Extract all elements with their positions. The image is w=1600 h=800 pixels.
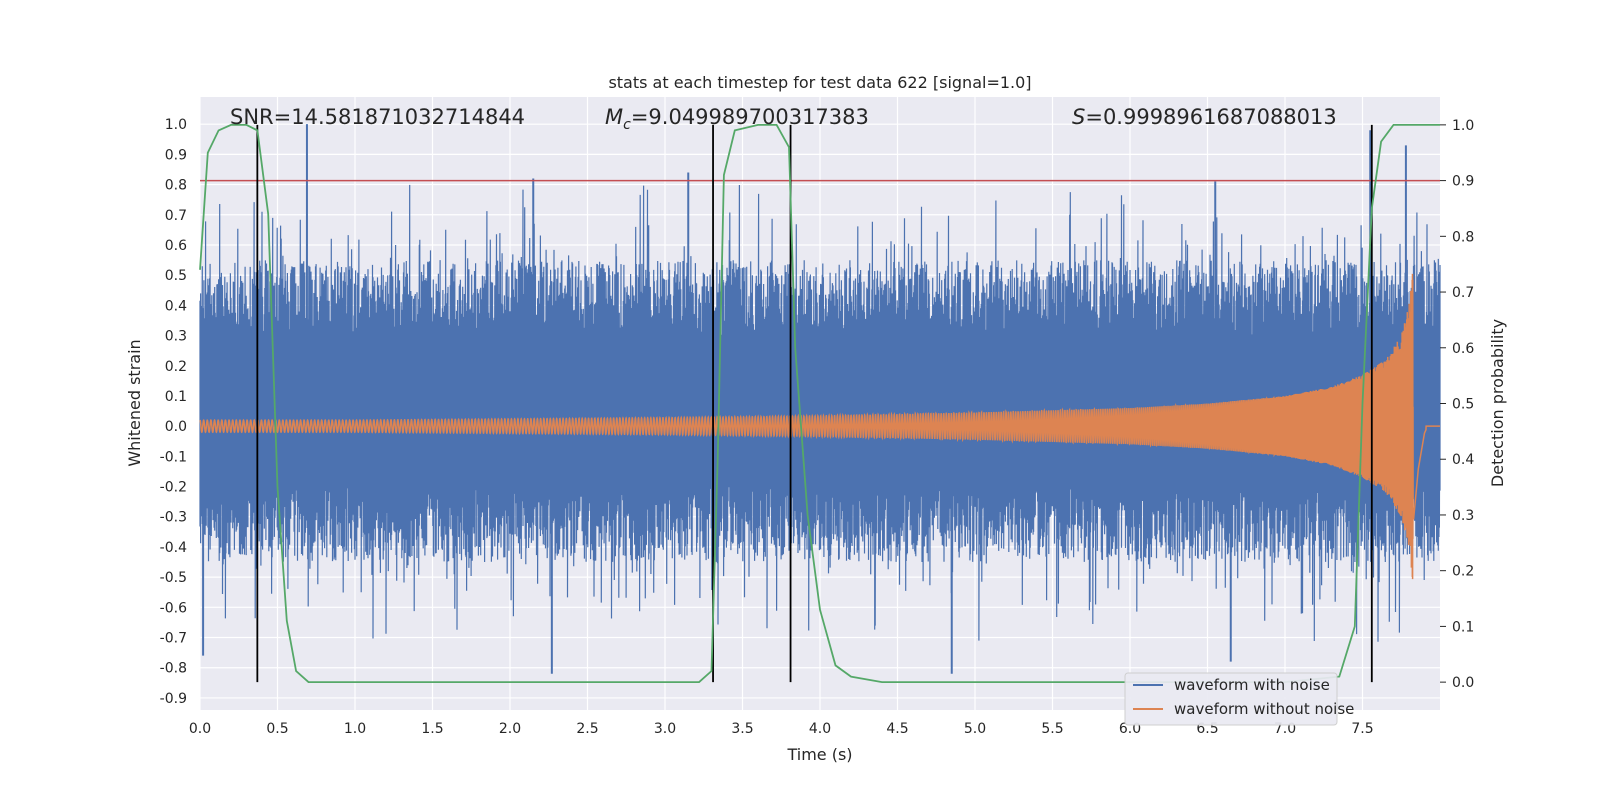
y-tick-label: 0.2 xyxy=(165,359,187,375)
x-tick-label: 5.5 xyxy=(1041,721,1063,737)
y-tick-label: -0.3 xyxy=(160,510,187,526)
legend-label-noise: waveform with noise xyxy=(1174,676,1330,694)
x-tick-label: 3.0 xyxy=(654,721,676,737)
y-right-tick-label: 0.3 xyxy=(1452,508,1474,524)
y-axis-label: Whitened strain xyxy=(125,339,144,466)
y-right-tick-label: 0.2 xyxy=(1452,564,1474,580)
detection-statistic-symbol: S xyxy=(1072,105,1085,129)
x-tick-label: 0.5 xyxy=(266,721,288,737)
x-tick-label: 7.5 xyxy=(1351,721,1373,737)
x-tick-label: 1.0 xyxy=(344,721,366,737)
y-tick-label: 0.0 xyxy=(165,419,187,435)
detection-statistic-value: =0.9998961687088013 xyxy=(1085,105,1336,129)
y-right-tick-label: 0.9 xyxy=(1452,174,1474,190)
y-axis-right-label: Detection probability xyxy=(1488,319,1507,487)
y-right-tick-label: 0.7 xyxy=(1452,285,1474,301)
y-tick-label: -0.7 xyxy=(160,631,187,647)
y-tick-label: -0.2 xyxy=(160,480,187,496)
y-tick-label: -0.9 xyxy=(160,691,187,707)
y-tick-label: 0.5 xyxy=(165,268,187,284)
x-axis-label: Time (s) xyxy=(786,745,852,764)
detection-statistic-annotation: S=0.9998961687088013 xyxy=(1072,105,1337,129)
y-tick-label: -0.5 xyxy=(160,570,187,586)
x-tick-label: 0.0 xyxy=(189,721,211,737)
y-tick-label: 0.7 xyxy=(165,208,187,224)
chart-title: stats at each timestep for test data 622… xyxy=(608,73,1031,92)
y-tick-label: -0.6 xyxy=(160,600,187,616)
series-waveform-with-noise xyxy=(199,124,1441,674)
y-tick-label: 0.3 xyxy=(165,329,187,345)
chirp-mass-value: =9.049989700317383 xyxy=(631,105,869,129)
x-tick-label: 4.0 xyxy=(809,721,831,737)
chirp-mass-annotation: Mc=9.049989700317383 xyxy=(605,105,869,133)
y-right-tick-label: 0.1 xyxy=(1452,619,1474,635)
legend-label-clean: waveform without noise xyxy=(1174,700,1354,718)
y-tick-label: -0.8 xyxy=(160,661,187,677)
x-tick-label: 2.5 xyxy=(576,721,598,737)
y-tick-label: 1.0 xyxy=(165,117,187,133)
y-right-tick-label: 1.0 xyxy=(1452,118,1474,134)
y-tick-label: 0.8 xyxy=(165,178,187,194)
snr-annotation: SNR=14.581871032714844 xyxy=(230,105,525,129)
x-tick-label: 5.0 xyxy=(964,721,986,737)
y-tick-label: -0.4 xyxy=(160,540,187,556)
y-tick-label: 0.9 xyxy=(165,147,187,163)
chirp-mass-subscript: c xyxy=(623,117,631,133)
y-axis-right-ticks: 1.0 0.9 0.8 0.7 0.6 0.5 0.4 0.3 0.2 0.1 0.0 xyxy=(1440,118,1474,691)
series-waveform-without-noise xyxy=(199,273,1441,580)
chirp-trace xyxy=(199,273,1441,580)
chirp-mass-symbol: M xyxy=(605,105,623,129)
legend: waveform with noise waveform without noi… xyxy=(1124,672,1354,726)
x-tick-label: 4.5 xyxy=(886,721,908,737)
y-right-tick-label: 0.0 xyxy=(1452,675,1474,691)
y-tick-label: -0.1 xyxy=(160,449,187,465)
x-tick-label: 2.0 xyxy=(499,721,521,737)
x-tick-label: 3.5 xyxy=(731,721,753,737)
legend-box xyxy=(1124,672,1338,726)
y-right-tick-label: 0.4 xyxy=(1452,452,1474,468)
y-tick-label: 0.1 xyxy=(165,389,187,405)
y-right-tick-label: 0.6 xyxy=(1452,341,1474,357)
y-right-tick-label: 0.8 xyxy=(1452,229,1474,245)
y-axis-left-ticks: 1.0 0.9 0.8 0.7 0.6 0.5 0.4 0.3 0.2 0.1 0.0 -0.1 -0.… xyxy=(160,117,187,707)
y-tick-label: 0.4 xyxy=(165,298,187,314)
x-tick-label: 1.5 xyxy=(421,721,443,737)
y-right-tick-label: 0.5 xyxy=(1452,397,1474,413)
y-tick-label: 0.6 xyxy=(165,238,187,254)
